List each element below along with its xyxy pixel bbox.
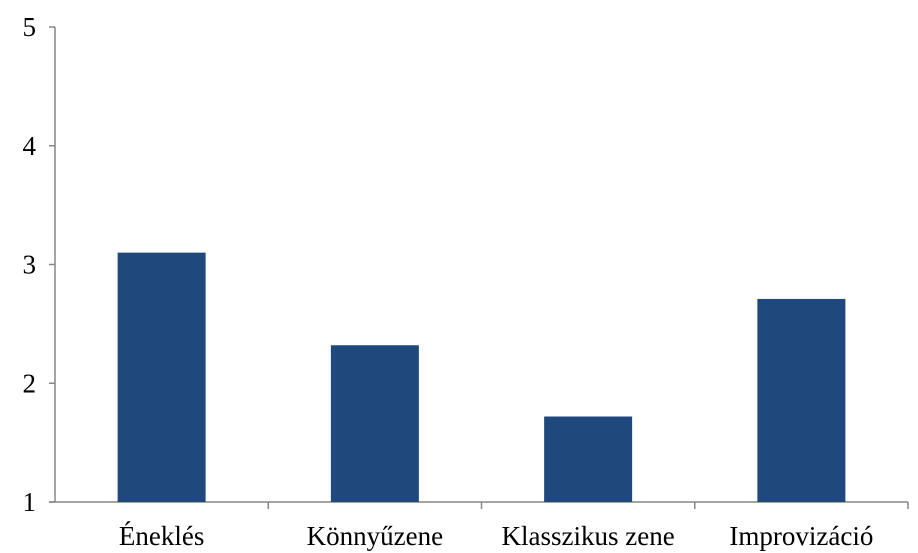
bar-2 — [331, 345, 419, 502]
bar-1 — [118, 253, 206, 502]
x-tick-label: Klasszikus zene — [502, 521, 675, 551]
y-tick-label: 2 — [23, 368, 37, 398]
x-tick-label: Könnyűzene — [307, 521, 443, 551]
x-tick-label: Éneklés — [119, 521, 204, 551]
plot-area: 1 2 3 4 5 Éneklés Könnyűzene Klasszikus zene Imp… — [23, 12, 909, 551]
y-tick-label: 1 — [23, 487, 37, 517]
x-tick-label: Improvizáció — [729, 521, 873, 551]
bar-3 — [544, 417, 632, 503]
y-tick-label: 5 — [23, 12, 37, 42]
y-tick-label: 3 — [23, 250, 37, 280]
bar-4 — [757, 299, 845, 502]
y-tick-label: 4 — [23, 131, 37, 161]
